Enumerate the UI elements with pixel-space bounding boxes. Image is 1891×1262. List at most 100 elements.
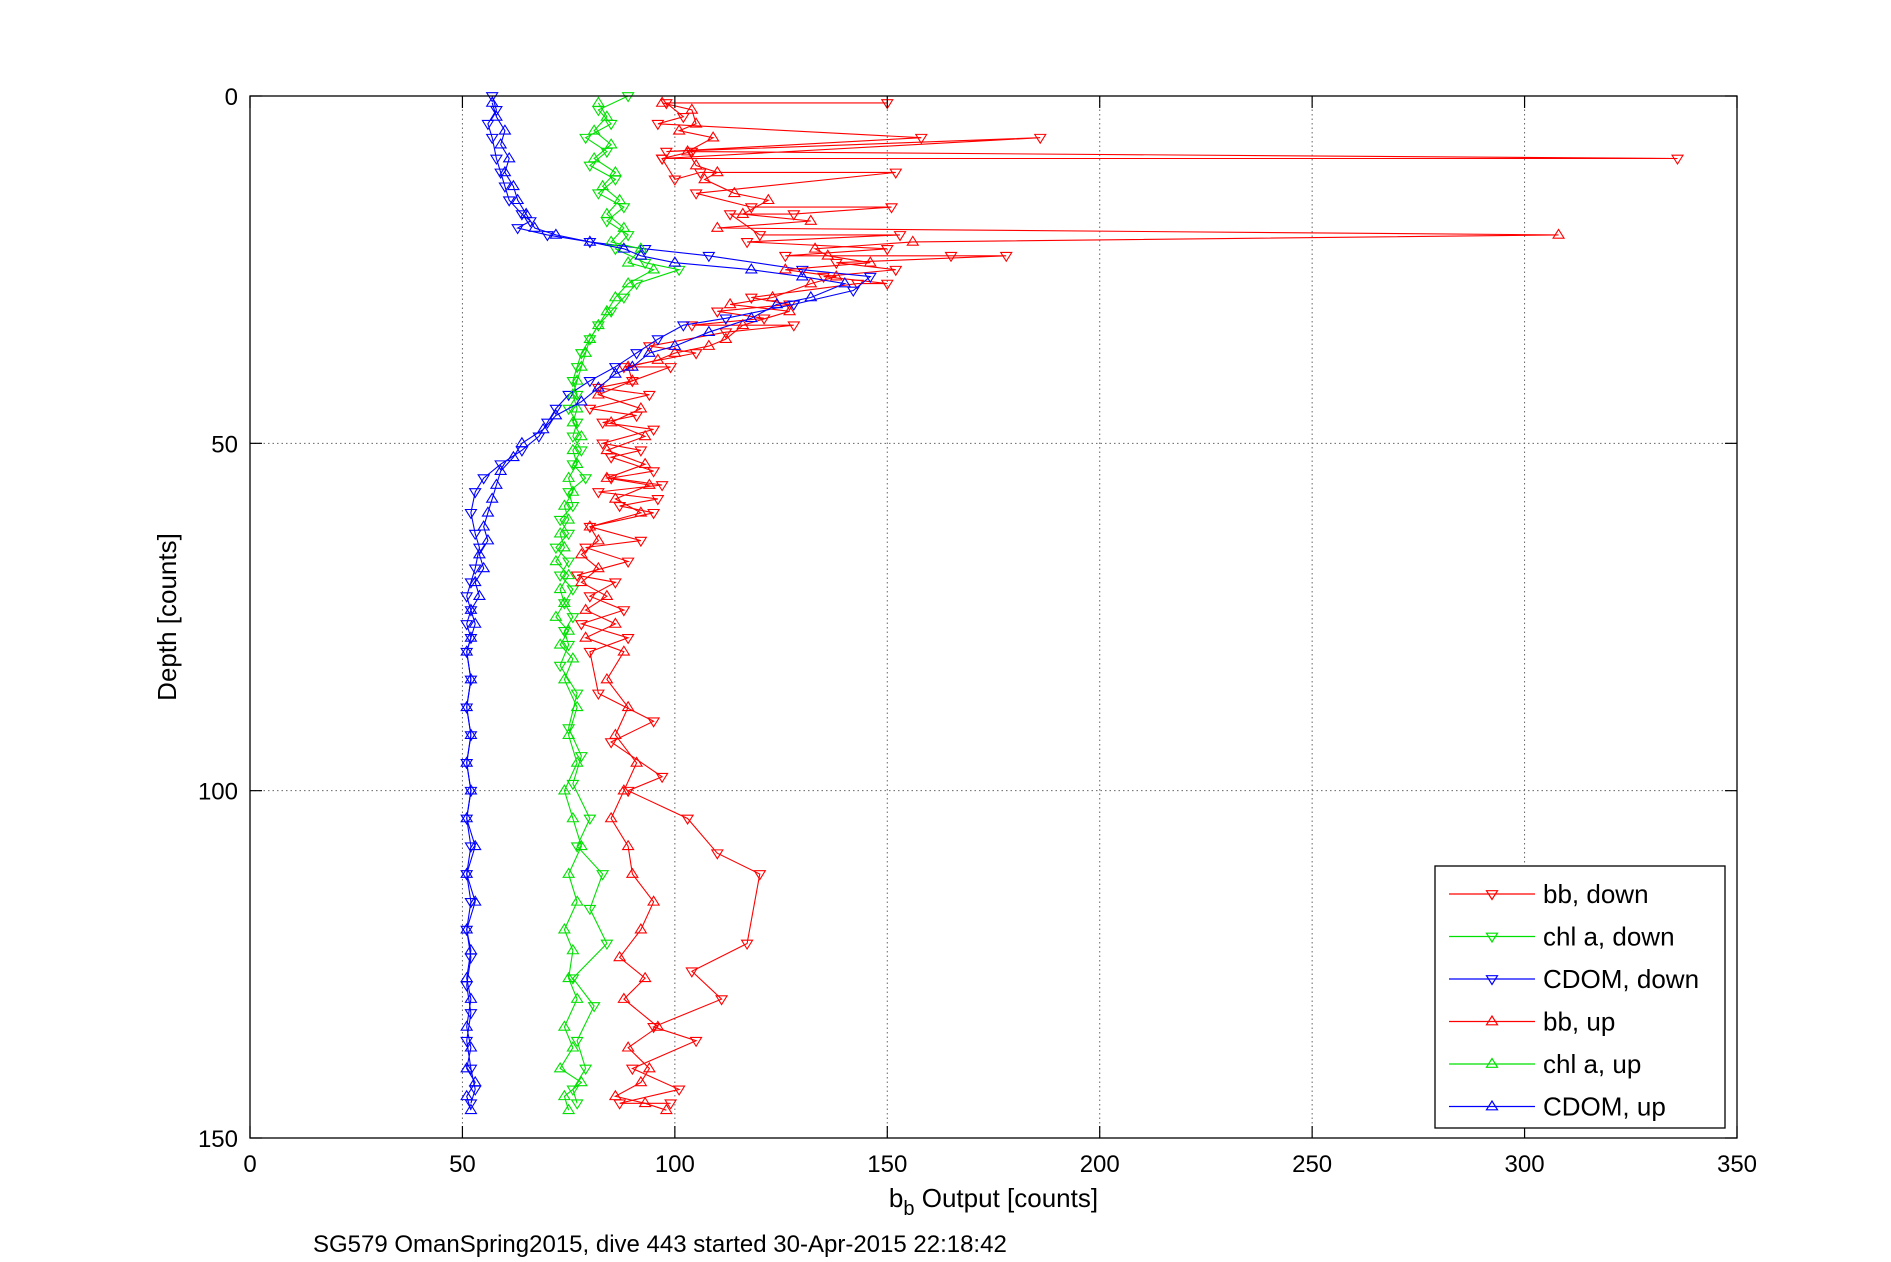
- data-point: [549, 409, 563, 420]
- data-point: [511, 193, 525, 205]
- data-point: [596, 439, 610, 450]
- data-point: [608, 617, 622, 628]
- data-point: [464, 578, 478, 589]
- data-point: [634, 446, 648, 457]
- data-point: [574, 575, 588, 587]
- data-point: [778, 263, 792, 274]
- data-point: [787, 210, 801, 221]
- data-point: [464, 842, 478, 853]
- data-point: [566, 485, 580, 496]
- data-point: [604, 307, 618, 318]
- data-point: [498, 165, 512, 177]
- data-point: [659, 147, 673, 159]
- data-point: [604, 415, 618, 427]
- data-point: [574, 752, 588, 763]
- data-point: [617, 784, 631, 795]
- data-point: [689, 158, 703, 170]
- data-point: [549, 610, 563, 621]
- data-point: [787, 321, 801, 332]
- data-point: [651, 353, 665, 364]
- data-point: [719, 332, 733, 343]
- data-point: [579, 346, 593, 357]
- data-point: [587, 151, 601, 163]
- data-point: [914, 133, 928, 145]
- data-point: [642, 342, 656, 353]
- data-point: [689, 117, 703, 128]
- data-point: [583, 404, 597, 416]
- data-point: [685, 321, 699, 332]
- data-point: [557, 599, 571, 610]
- data-point: [634, 923, 648, 934]
- data-point: [651, 495, 665, 506]
- data-point: [506, 179, 520, 191]
- data-point: [549, 228, 563, 239]
- data-point: [591, 388, 605, 399]
- data-point: [591, 321, 605, 332]
- data-point: [583, 235, 597, 246]
- data-point: [562, 390, 576, 402]
- data-point: [460, 811, 474, 823]
- data-point: [566, 502, 580, 513]
- data-point: [553, 527, 567, 538]
- data-point: [723, 297, 737, 309]
- data-point: [562, 724, 576, 735]
- data-point: [625, 360, 639, 371]
- data-point: [795, 265, 809, 277]
- data-point: [591, 383, 605, 395]
- x-tick-label: 50: [449, 1151, 476, 1178]
- data-point: [600, 207, 614, 218]
- data-point: [889, 168, 903, 179]
- data-point: [621, 256, 635, 267]
- data-point: [613, 950, 627, 962]
- data-point: [804, 214, 818, 225]
- data-point: [562, 513, 576, 524]
- data-point: [464, 1041, 478, 1052]
- data-point: [804, 290, 818, 302]
- data-point: [608, 1089, 622, 1101]
- plot-frame: [249, 95, 1738, 1139]
- legend: bb, down chl a, down CDOM, down bb, up chl a…: [1434, 865, 1726, 1129]
- data-point: [655, 772, 669, 784]
- data-point: [553, 582, 567, 594]
- data-point: [672, 1085, 686, 1096]
- data-point: [570, 689, 584, 700]
- data-point: [460, 700, 474, 712]
- legend-entry: chl a, down: [1543, 922, 1675, 952]
- data-point: [566, 974, 580, 985]
- data-point: [570, 992, 584, 1003]
- data-point: [502, 151, 516, 163]
- data-point: [621, 277, 635, 288]
- data-point: [638, 1096, 652, 1108]
- data-point: [583, 376, 597, 388]
- data-point: [608, 367, 622, 378]
- data-point: [651, 335, 665, 346]
- data-point: [519, 207, 533, 218]
- data-point: [498, 182, 512, 193]
- data-point: [557, 596, 571, 607]
- data-point: [655, 481, 669, 492]
- data-point: [574, 547, 588, 559]
- data-point: [596, 870, 610, 881]
- data-point: [566, 388, 580, 399]
- data-point: [668, 339, 682, 350]
- data-point: [481, 506, 495, 517]
- y-tick-label: 50: [211, 431, 238, 458]
- data-point: [744, 263, 758, 274]
- data-point: [621, 786, 635, 798]
- data-point: [647, 425, 661, 436]
- y-tick-label: 100: [198, 779, 238, 806]
- series-line: [466, 102, 847, 1111]
- data-point: [761, 193, 775, 205]
- dive-caption: SG579 OmanSpring2015, dive 443 started 3…: [313, 1231, 1007, 1258]
- data-point: [481, 534, 495, 545]
- data-point: [485, 92, 499, 103]
- data-point: [689, 189, 703, 200]
- data-point: [702, 325, 716, 337]
- data-point: [477, 474, 491, 485]
- data-point: [655, 154, 669, 166]
- data-point: [596, 179, 610, 191]
- data-point: [562, 471, 576, 482]
- data-point: [485, 96, 499, 107]
- data-point: [553, 638, 567, 649]
- data-point: [621, 633, 635, 645]
